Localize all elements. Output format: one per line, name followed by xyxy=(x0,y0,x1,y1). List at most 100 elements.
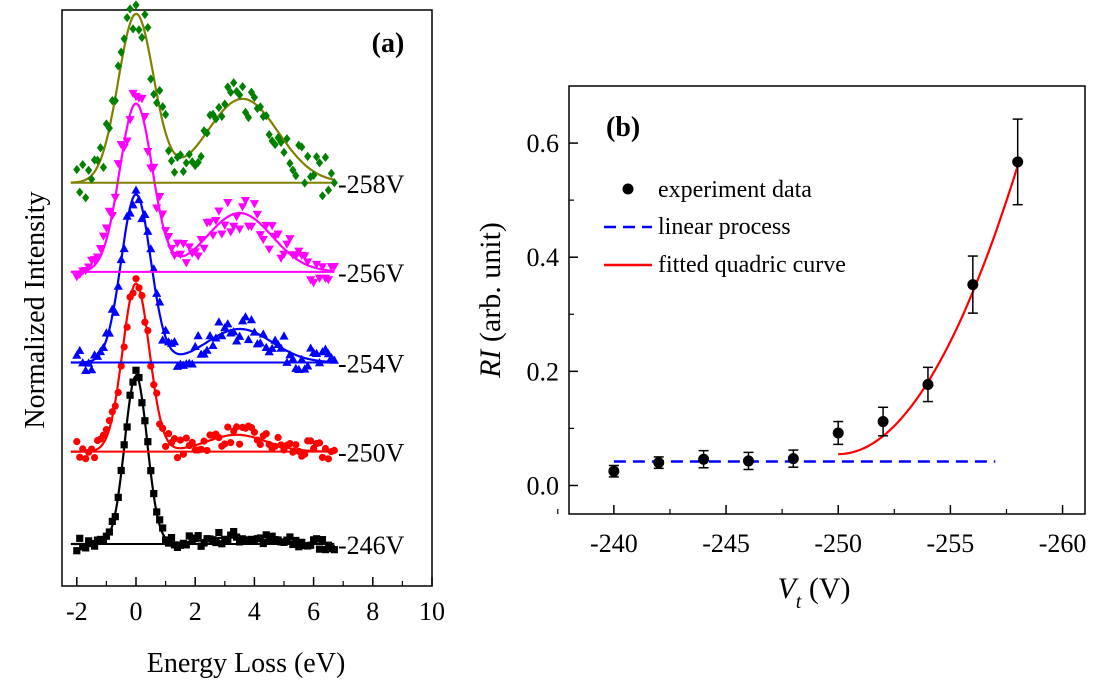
spectrum-data-point xyxy=(246,222,257,232)
spectrum-data-point xyxy=(92,351,103,360)
spectrum-data-point xyxy=(184,243,194,252)
spectrum-data-point xyxy=(87,365,97,374)
spectrum-data-point xyxy=(324,455,332,463)
spectrum-data-point xyxy=(159,102,167,112)
spectrum-data-point xyxy=(162,109,170,120)
spectrum-data-point xyxy=(236,90,244,100)
spectrum-data-point xyxy=(125,208,135,217)
spectrum-data-point xyxy=(123,13,131,23)
spectrum-data-point xyxy=(76,534,84,542)
spectrum-data-point xyxy=(99,537,108,545)
spectrum-data-point xyxy=(314,358,325,367)
spectrum-data-point xyxy=(295,140,303,150)
panel-a-y-axis-label: Normalized Intensity xyxy=(20,191,51,428)
spectrum-data-point xyxy=(111,513,119,521)
spectrum-data-point xyxy=(119,143,129,153)
panel-b-x-tick-label: -245 xyxy=(702,529,750,558)
spectrum-data-point xyxy=(279,250,289,259)
spectrum-data-point xyxy=(324,185,332,195)
spectrum-data-point xyxy=(167,533,176,542)
spectrum-data-point xyxy=(129,289,137,297)
spectrum-data-point xyxy=(300,252,310,261)
spectrum-data-point xyxy=(176,150,184,160)
spectrum-data-point xyxy=(108,408,116,416)
spectrum-data-point xyxy=(72,350,82,359)
experiment-data-point xyxy=(877,406,889,437)
spectrum-data-point xyxy=(114,388,122,396)
spectrum-data-point xyxy=(280,147,288,157)
spectrum-data-point xyxy=(131,185,141,194)
panel-a-frame xyxy=(61,9,433,587)
panel-b-y-tick-label: 0.6 xyxy=(527,129,560,158)
spectrum-data-point xyxy=(208,340,218,350)
spectrum-data-point xyxy=(267,343,277,352)
legend-label-fit: fitted quadric curve xyxy=(658,252,846,278)
spectrum-data-point xyxy=(233,423,241,431)
spectrum-data-point xyxy=(113,160,123,169)
spectrum-data-point xyxy=(90,542,99,550)
spectrum-data-point xyxy=(137,95,147,104)
spectrum-data-point xyxy=(288,354,298,363)
spectrum-data-point xyxy=(323,276,333,285)
spectrum-data-point xyxy=(123,423,131,431)
spectrum-data-point xyxy=(120,343,128,351)
data-marker xyxy=(653,457,665,469)
spectrum-data-point xyxy=(117,47,125,57)
spectrum-data-point xyxy=(223,319,233,328)
spectrum-data-point xyxy=(286,439,294,448)
spectrum-data-point xyxy=(211,333,221,342)
spectrum-data-point xyxy=(197,445,205,453)
spectrum-data-point xyxy=(274,133,282,143)
spectrum-data-point xyxy=(119,243,129,253)
spectrum-data-point xyxy=(120,34,128,44)
fitted-quadric-curve xyxy=(838,165,1019,456)
spectrum-data-point xyxy=(138,291,146,300)
spectrum-data-point xyxy=(312,535,321,543)
spectrum-data-point xyxy=(292,171,300,181)
spectrum-data-point xyxy=(271,139,279,150)
spectrum-voltage-label: -246V xyxy=(338,531,405,560)
spectrum-data-point xyxy=(76,187,84,197)
spectrum-data-point xyxy=(132,0,140,10)
panel-b-x-axis-label: Vt (V) xyxy=(777,572,850,613)
spectrum-data-point xyxy=(173,454,182,462)
panel-b-y-tick-label: 0.2 xyxy=(527,357,560,386)
spectrum-data-point xyxy=(158,335,168,344)
spectrum-data-point xyxy=(200,539,208,547)
panel-a-x-ticks: -2 0 2 4 6 8 10 xyxy=(66,577,445,626)
data-marker xyxy=(922,378,934,390)
spectrum-data-point xyxy=(321,444,330,453)
spectrum-data-point xyxy=(203,446,211,455)
spectrum-data-point xyxy=(230,78,238,88)
spectrum-data-point xyxy=(85,165,93,175)
spectrum-data-point xyxy=(292,441,300,449)
experiment-data-point xyxy=(787,449,799,468)
spectrum-data-point xyxy=(218,111,226,122)
data-marker xyxy=(608,465,620,477)
spectrum-data-point xyxy=(122,137,132,146)
spectrum-data-point xyxy=(303,258,313,267)
spectrum-data-point xyxy=(143,148,153,157)
spectrum-data-point xyxy=(170,167,179,177)
spectrum-data-point xyxy=(200,437,208,445)
spectrum-data-point xyxy=(90,453,99,462)
panel-b-y-axis-label: RI (arb. unit) xyxy=(474,222,507,379)
spectrum-data-point xyxy=(169,336,180,346)
spectrum-data-point xyxy=(156,516,164,524)
spectrum-data-point xyxy=(116,254,126,264)
spectrum-data-point xyxy=(298,142,306,152)
spectrum-data-point xyxy=(309,279,319,288)
spectrum-data-point xyxy=(262,531,270,539)
spectrum-data-point xyxy=(117,362,125,370)
data-marker xyxy=(698,453,710,465)
data-marker xyxy=(742,455,754,467)
spectrum-data-point xyxy=(167,156,176,166)
spectrum-data-point xyxy=(202,345,212,354)
spectrum-data-point xyxy=(236,440,244,448)
spectrum-data-point xyxy=(224,423,232,431)
spectrum-data-point xyxy=(215,434,223,442)
spectrum-data-point xyxy=(265,130,273,140)
spectrum-data-point xyxy=(214,317,224,326)
spectrum-data-point xyxy=(194,532,202,540)
spectrum-data-point xyxy=(111,96,119,106)
